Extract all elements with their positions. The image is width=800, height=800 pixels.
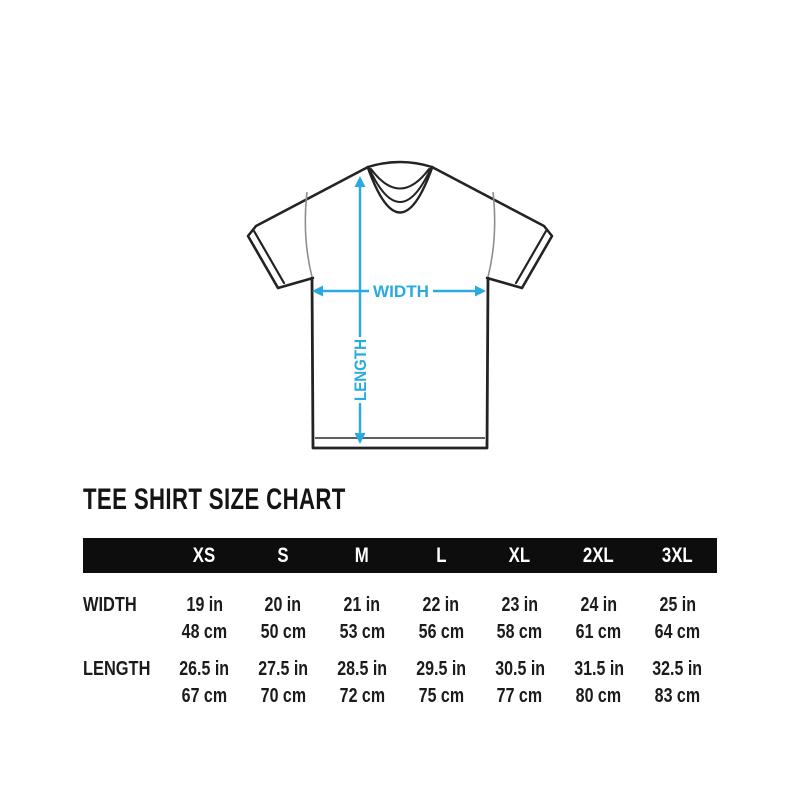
- width-cell-m: 21 in 53 cm: [323, 592, 402, 646]
- length-cell-s: 27.5 in 70 cm: [244, 656, 323, 710]
- value-cm: 83 cm: [654, 685, 701, 707]
- tshirt-body-outline: [310, 276, 490, 450]
- value-cm: 70 cm: [260, 685, 306, 707]
- size-header-xl: XL: [480, 544, 559, 568]
- row-label-text: WIDTH: [83, 594, 137, 616]
- length-cell-xl: 30.5 in 77 cm: [480, 656, 559, 710]
- size-header-label: XS: [193, 543, 216, 567]
- width-arrowhead-right: [475, 285, 486, 297]
- length-cell-xs: 26.5 in 67 cm: [165, 656, 244, 710]
- value-inches: 22 in: [422, 594, 460, 616]
- tshirt-collar-back: [370, 168, 430, 190]
- width-cell-xl: 23 in 58 cm: [480, 592, 559, 646]
- value-cm: 53 cm: [339, 621, 385, 643]
- width-cell-3xl: 25 in 64 cm: [638, 592, 717, 646]
- tshirt-right-cuff-seam: [514, 229, 548, 285]
- size-header-label: 3XL: [662, 543, 693, 567]
- tshirt-collar-rib-outer: [366, 166, 434, 214]
- length-cell-2xl: 31.5 in 80 cm: [559, 656, 638, 710]
- value-cm: 80 cm: [576, 685, 622, 707]
- length-arrowhead-bottom: [354, 433, 366, 444]
- length-cell-l: 29.5 in 75 cm: [402, 656, 481, 710]
- value-inches: 19 in: [186, 594, 223, 616]
- value-cm: 67 cm: [181, 685, 228, 707]
- table-row-width: WIDTH 19 in 48 cm 20 in 50 cm 21 in 53 c…: [83, 592, 717, 646]
- tshirt-left-sleeve: [246, 165, 370, 290]
- size-header-xs: XS: [165, 544, 244, 568]
- value-cm: 64 cm: [654, 621, 701, 643]
- tshirt-left-armhole-seam: [304, 191, 313, 278]
- row-label-length: LENGTH: [83, 656, 165, 710]
- value-inches: 28.5 in: [337, 658, 388, 680]
- length-arrow-label: LENGTH: [351, 339, 370, 401]
- width-cell-l: 22 in 56 cm: [402, 592, 481, 646]
- value-inches: 25 in: [659, 594, 696, 616]
- width-cell-s: 20 in 50 cm: [244, 592, 323, 646]
- value-inches: 23 in: [501, 594, 539, 616]
- value-inches: 21 in: [343, 594, 381, 616]
- width-arrowhead-left: [312, 285, 323, 297]
- value-inches: 24 in: [580, 594, 617, 616]
- size-header-3xl: 3XL: [638, 544, 717, 568]
- width-cell-2xl: 24 in 61 cm: [559, 592, 638, 646]
- length-cell-m: 28.5 in 72 cm: [323, 656, 402, 710]
- value-cm: 61 cm: [576, 621, 622, 643]
- value-cm: 75 cm: [418, 685, 464, 707]
- tshirt-collar-top: [366, 160, 434, 169]
- size-header-label: M: [355, 543, 370, 567]
- size-header-label: 2XL: [583, 543, 615, 567]
- size-header-2xl: 2XL: [559, 544, 638, 568]
- row-label-text: LENGTH: [83, 658, 151, 680]
- size-table-header: XS S M L XL 2XL 3XL: [83, 538, 717, 573]
- tshirt-right-armhole-seam: [487, 191, 496, 278]
- value-cm: 72 cm: [339, 685, 385, 707]
- tshirt-diagram: WIDTH LENGTH: [246, 160, 554, 450]
- value-cm: 77 cm: [497, 685, 543, 707]
- length-arrowhead-top: [354, 176, 366, 187]
- tshirt-collar-rib-inner: [367, 166, 433, 203]
- value-inches: 20 in: [265, 594, 302, 616]
- size-header-s: S: [244, 544, 323, 568]
- size-header-label: S: [277, 543, 289, 567]
- size-header-label: XL: [509, 543, 531, 567]
- size-header-m: M: [323, 544, 402, 568]
- value-cm: 58 cm: [497, 621, 543, 643]
- table-row-length: LENGTH 26.5 in 67 cm 27.5 in 70 cm 28.5 …: [83, 656, 717, 710]
- value-inches: 31.5 in: [573, 658, 624, 680]
- width-cell-xs: 19 in 48 cm: [165, 592, 244, 646]
- tshirt-left-cuff-seam: [252, 229, 286, 285]
- size-header-l: L: [402, 544, 481, 568]
- page-title: TEE SHIRT SIZE CHART: [83, 483, 346, 516]
- tshirt-right-sleeve: [430, 165, 554, 290]
- width-arrow-label: WIDTH: [373, 282, 429, 301]
- length-cell-3xl: 32.5 in 83 cm: [638, 656, 717, 710]
- value-cm: 48 cm: [181, 621, 228, 643]
- row-label-width: WIDTH: [83, 592, 165, 646]
- value-inches: 30.5 in: [494, 658, 545, 680]
- length-arrow: LENGTH: [351, 176, 370, 444]
- size-header-label: L: [435, 543, 447, 567]
- value-cm: 50 cm: [260, 621, 306, 643]
- value-inches: 32.5 in: [652, 658, 703, 680]
- value-inches: 26.5 in: [179, 658, 230, 680]
- value-cm: 56 cm: [418, 621, 464, 643]
- value-inches: 29.5 in: [416, 658, 466, 680]
- value-inches: 27.5 in: [258, 658, 309, 680]
- tshirt-body: [305, 162, 495, 448]
